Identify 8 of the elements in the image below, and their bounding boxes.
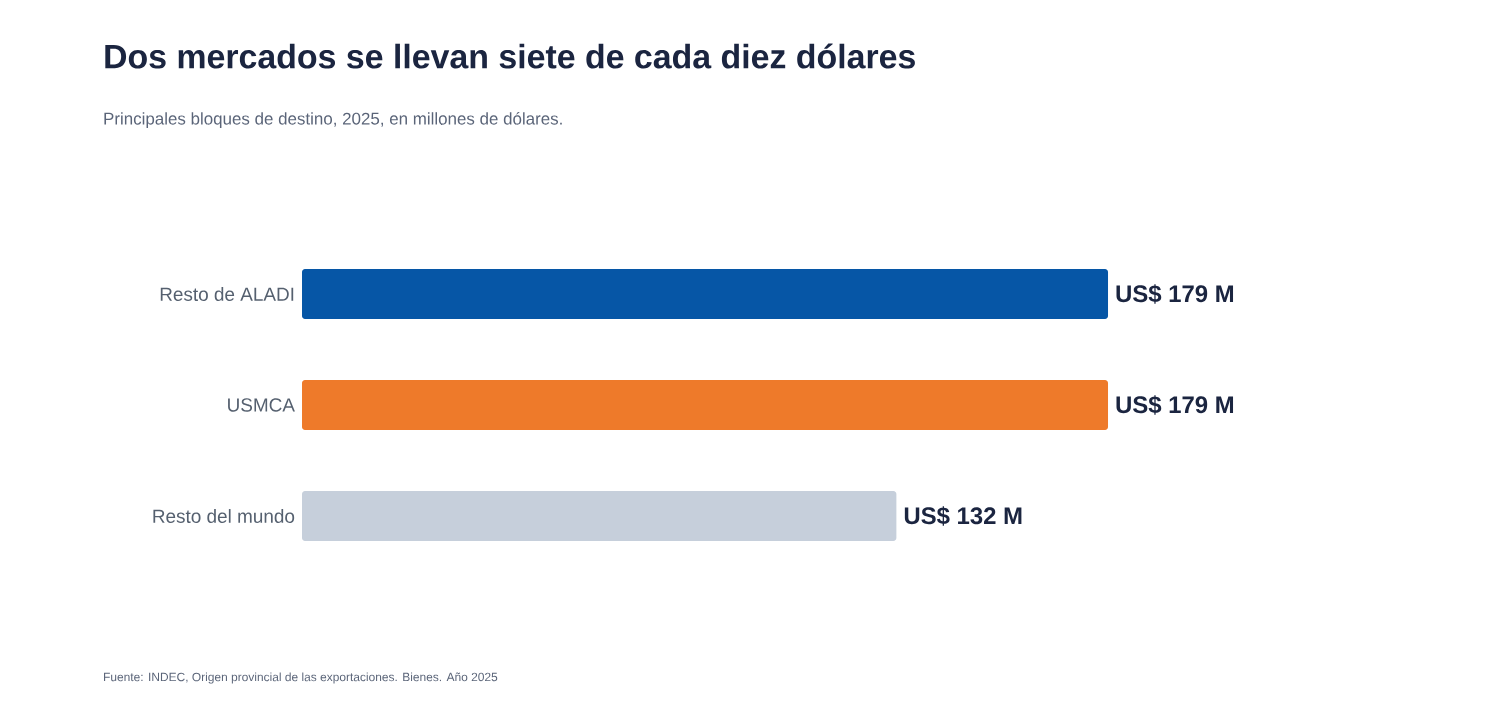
- y-tick-label: USMCA: [228, 398, 295, 412]
- y-tick-label: Resto de ALADI: [160, 287, 294, 301]
- data-label: US$ 179 M: [1116, 395, 1234, 415]
- chart-title: Dos mercados se llevan siete de cada diez dólares: [105, 43, 915, 69]
- chart-subtitle: Principales bloques de destino, 2025, en millones de dólares.: [104, 112, 562, 128]
- data-label: US$ 179 M: [1116, 284, 1234, 304]
- y-tick-label: Resto del mundo: [153, 509, 295, 523]
- data-label: US$ 132 M: [904, 506, 1022, 526]
